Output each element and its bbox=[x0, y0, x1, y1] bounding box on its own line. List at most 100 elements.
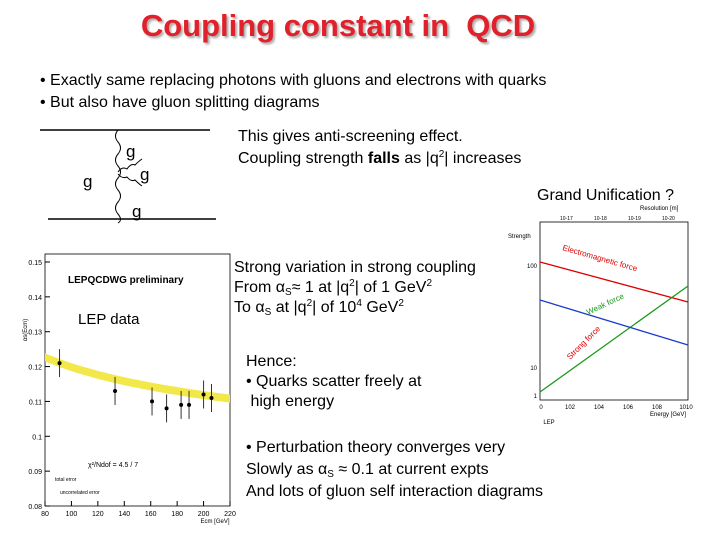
text-run: | increases bbox=[444, 150, 522, 167]
em-line bbox=[539, 261, 689, 303]
text-run: α bbox=[275, 279, 286, 296]
gluon-label: g bbox=[126, 142, 135, 161]
x-tick-label: 100 bbox=[66, 511, 78, 518]
chi: χ²/Ndof = 4.5 / 7 bbox=[88, 462, 138, 469]
text-run: | of 10 bbox=[312, 299, 357, 316]
legend: uncorrelated error bbox=[60, 490, 100, 496]
text-run: GeV bbox=[361, 299, 399, 316]
text-line: And lots of gluon self interaction diagr… bbox=[246, 482, 543, 502]
gluon bbox=[117, 173, 143, 187]
strong-line bbox=[539, 299, 689, 346]
resolution: Resolution [m] bbox=[640, 206, 679, 212]
text-run: Strong variation in strong coupling bbox=[234, 259, 476, 276]
weak-line bbox=[539, 285, 689, 393]
text-line: This gives anti-screening effect. bbox=[238, 127, 463, 147]
text-run: S bbox=[327, 469, 334, 480]
text-line: Hence: bbox=[246, 352, 297, 372]
x-tick-label: 0 bbox=[539, 405, 543, 411]
y-tick-label: 10 bbox=[530, 366, 537, 372]
text-run: And lots of gluon self interaction diagr… bbox=[246, 483, 544, 500]
y-tick-label: 0.14 bbox=[28, 295, 42, 302]
x-tick-label: 160 bbox=[145, 511, 157, 518]
text-run: 4 bbox=[356, 298, 362, 309]
y-tick-label: 0.1 bbox=[32, 434, 42, 441]
top-tick: 10-19 bbox=[628, 216, 641, 222]
x-tick-label: 1010 bbox=[679, 405, 693, 411]
x-tick-label: 200 bbox=[198, 511, 210, 518]
x-tick-label: 108 bbox=[652, 405, 663, 411]
text-line: • But also have gluon splitting diagrams bbox=[40, 93, 320, 113]
lep-label: LEP bbox=[543, 420, 554, 426]
data-point bbox=[201, 392, 206, 397]
gluon bbox=[117, 158, 143, 173]
x-tick-label: 80 bbox=[41, 511, 49, 518]
text-run: ≈ 0.1 at current expts bbox=[333, 461, 489, 478]
force-label: Electromagnetic force bbox=[561, 243, 638, 273]
y-label: αs(Ecm) bbox=[23, 319, 29, 341]
x-tick-label: 102 bbox=[565, 405, 576, 411]
text-line: Strong variation in strong coupling bbox=[234, 258, 476, 278]
x-tick-label: 106 bbox=[623, 405, 634, 411]
y-tick-label: 0.13 bbox=[28, 330, 42, 337]
y-tick-label: 0.09 bbox=[28, 469, 42, 476]
y-tick-label: 1 bbox=[534, 394, 538, 400]
text-run: From bbox=[234, 279, 276, 296]
y-tick-label: 0.12 bbox=[28, 365, 42, 372]
data-point bbox=[57, 361, 62, 366]
strength: Strength bbox=[508, 234, 531, 240]
text-run: S bbox=[264, 307, 272, 318]
text-run: • But also have gluon splitting diagrams bbox=[40, 94, 320, 111]
text-run: Slowly as bbox=[246, 461, 319, 478]
force-label: Weak force bbox=[585, 291, 626, 316]
top-tick: 10-20 bbox=[662, 216, 675, 222]
y-tick-label: 0.15 bbox=[28, 260, 42, 267]
text-run: This gives anti-screening effect. bbox=[238, 128, 463, 145]
text-run: 2 bbox=[438, 149, 445, 160]
gluon-label: g bbox=[140, 165, 149, 184]
text-line: • Exactly same replacing photons with gl… bbox=[40, 71, 546, 91]
data-point bbox=[164, 406, 169, 411]
text-run: S bbox=[285, 287, 292, 298]
plot-frame bbox=[539, 221, 689, 401]
force-label: Strong force bbox=[565, 324, 603, 362]
text-run: high energy bbox=[246, 393, 335, 410]
text-line: To αS at |q2| of 104 GeV2 bbox=[234, 298, 404, 318]
gluon bbox=[115, 129, 121, 224]
data-point bbox=[209, 395, 214, 400]
text-line: From αS≈ 1 at |q2| of 1 GeV2 bbox=[234, 278, 432, 298]
y-tick-label: 0.08 bbox=[28, 504, 42, 511]
data-point bbox=[113, 388, 118, 393]
text-run: α bbox=[318, 461, 328, 478]
plot-label: LEP data bbox=[78, 311, 140, 328]
grand-unification: Grand Unification ? bbox=[537, 187, 674, 204]
text-line: Slowly as αS ≈ 0.1 at current expts bbox=[246, 460, 489, 480]
x-tick-label: 104 bbox=[594, 405, 605, 411]
gluon-label: g bbox=[132, 202, 141, 221]
text-line: Coupling strength falls as |q2| increase… bbox=[238, 149, 521, 169]
data-point bbox=[150, 399, 155, 404]
top-tick: 10-17 bbox=[560, 216, 573, 222]
text-run: 2 bbox=[398, 298, 404, 309]
fit-band bbox=[45, 353, 230, 403]
text-run: 2 bbox=[349, 278, 355, 289]
slide-title: Coupling constant in QCD bbox=[140, 8, 536, 43]
text-run: as |q bbox=[399, 150, 439, 167]
text-run: • Perturbation theory converges very bbox=[246, 439, 506, 456]
text-run: | of 1 GeV bbox=[354, 279, 427, 296]
data-point bbox=[187, 402, 192, 407]
x-label: Ecm [GeV] bbox=[200, 519, 229, 525]
text-run: 2 bbox=[426, 278, 432, 289]
text-run: • Quarks scatter freely at bbox=[246, 373, 422, 390]
x-tick-label: 180 bbox=[171, 511, 183, 518]
data-point bbox=[179, 402, 184, 407]
text-run: at |q bbox=[271, 299, 307, 316]
text-line: high energy bbox=[246, 392, 334, 412]
gluon-label: g bbox=[83, 172, 92, 191]
plot-frame bbox=[44, 253, 231, 507]
y-tick-label: 100 bbox=[527, 264, 538, 270]
text-run: To bbox=[234, 299, 256, 316]
text-run: ≈ 1 at |q bbox=[291, 279, 350, 296]
text-run: • Exactly same replacing photons with gl… bbox=[40, 72, 547, 89]
